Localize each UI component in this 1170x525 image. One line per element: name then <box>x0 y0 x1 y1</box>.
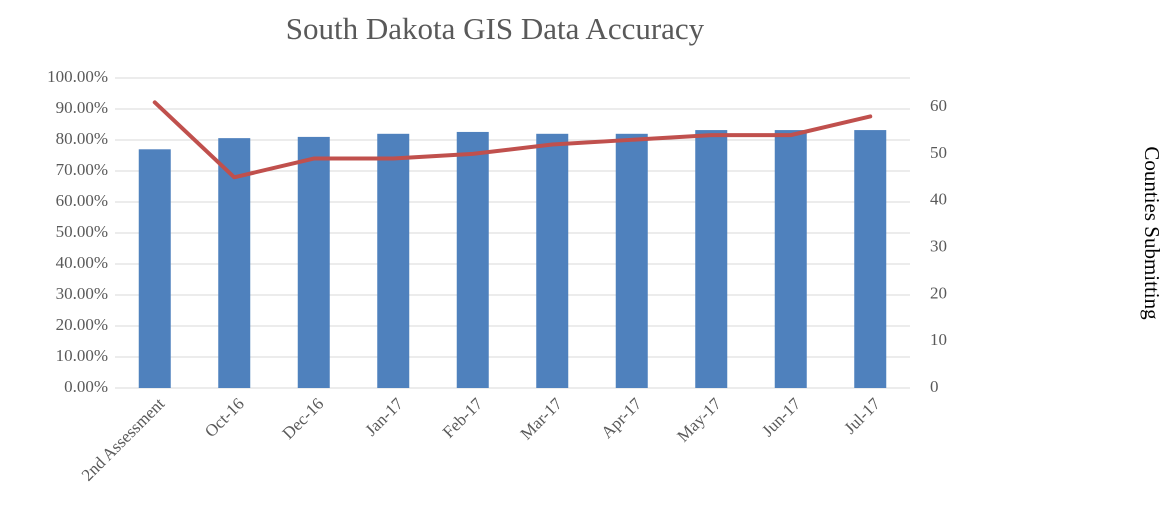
x-tick-label: May-17 <box>673 394 725 446</box>
bar <box>138 149 171 388</box>
x-tick-label: Mar-17 <box>517 394 567 444</box>
y2-tick-label: 50 <box>930 143 947 162</box>
bar <box>218 138 251 388</box>
bar <box>615 133 648 388</box>
y-tick-label: 60.00% <box>56 191 108 210</box>
chart-title: South Dakota GIS Data Accuracy <box>286 11 705 46</box>
y2-tick-label: 30 <box>930 236 947 255</box>
y-tick-label: 80.00% <box>56 129 108 148</box>
x-tick-label: Dec-16 <box>279 394 328 443</box>
y-tick-label: 20.00% <box>56 315 108 334</box>
bar <box>456 131 489 388</box>
y2-tick-label: 10 <box>930 330 947 349</box>
y2-axis-label: Counties Submitting <box>1140 146 1164 320</box>
bar <box>377 133 410 388</box>
y-tick-label: 10.00% <box>56 346 108 365</box>
x-tick-label: Jun-17 <box>758 394 805 441</box>
x-tick-label: Feb-17 <box>439 394 487 442</box>
y2-tick-label: 20 <box>930 283 947 302</box>
y-tick-label: 0.00% <box>64 377 108 396</box>
x-tick-label: Oct-16 <box>201 394 248 441</box>
line <box>152 100 873 180</box>
x-tick-label: Jan-17 <box>361 394 407 440</box>
y-tick-label: 50.00% <box>56 222 108 241</box>
bar <box>854 130 887 388</box>
y2-tick-label: 60 <box>930 96 947 115</box>
bar <box>695 130 728 388</box>
x-tick-label: 2nd Assessment <box>78 394 169 485</box>
x-tick-label: Apr-17 <box>597 394 645 442</box>
bar <box>297 136 330 388</box>
y2-tick-label: 40 <box>930 190 947 209</box>
y2-tick-label: 0 <box>930 377 939 396</box>
y-tick-label: 30.00% <box>56 284 108 303</box>
y-tick-label: 40.00% <box>56 253 108 272</box>
bar <box>774 130 807 388</box>
bar <box>536 133 569 388</box>
y-tick-label: 100.00% <box>47 67 108 86</box>
y-tick-label: 90.00% <box>56 98 108 117</box>
x-tick-label: Jul-17 <box>840 394 884 438</box>
y-tick-label: 70.00% <box>56 160 108 179</box>
